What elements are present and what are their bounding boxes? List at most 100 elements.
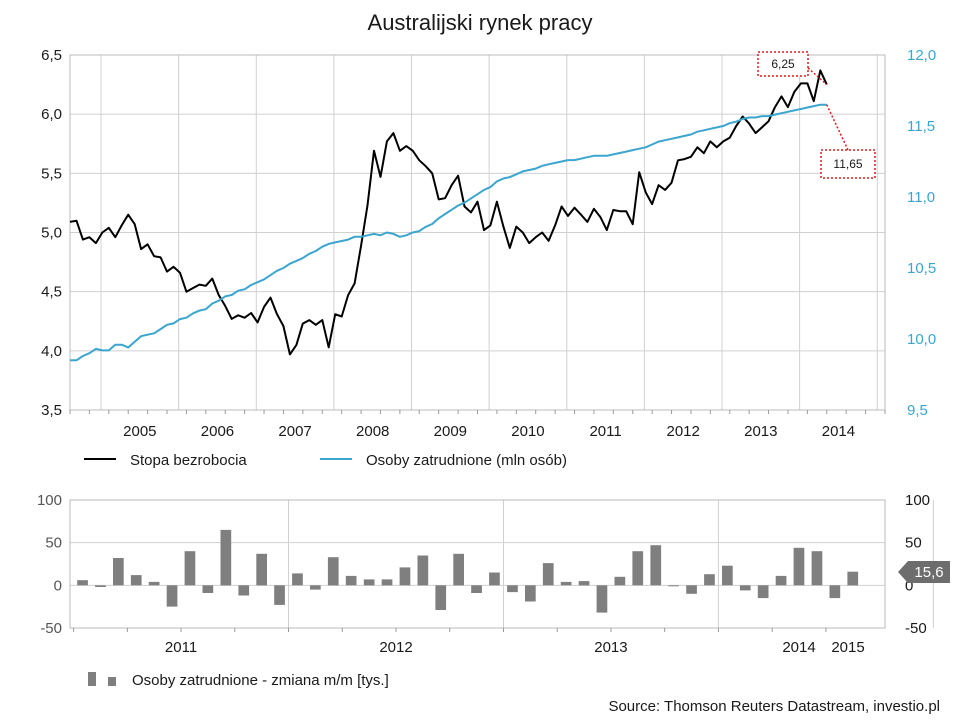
employment-line bbox=[70, 103, 827, 362]
bar bbox=[220, 529, 232, 586]
bar bbox=[596, 585, 608, 613]
top-legend: Stopa bezrobocia Osoby zatrudnione (mln … bbox=[84, 452, 567, 469]
bottom-left-tick-label: 100 bbox=[37, 492, 62, 509]
legend-label-unemployment: Stopa bezrobocia bbox=[130, 452, 247, 469]
left-axis-tick-label: 6,5 bbox=[41, 47, 62, 64]
year-label: 2013 bbox=[744, 423, 777, 440]
bar bbox=[542, 563, 554, 586]
right-axis-tick-label: 10,5 bbox=[907, 260, 936, 277]
left-axis-tick-label: 4,0 bbox=[41, 343, 62, 360]
bottom-left-tick-label: -50 bbox=[40, 620, 62, 637]
top-chart-grid bbox=[69, 54, 886, 414]
bar bbox=[489, 572, 500, 586]
bar bbox=[345, 575, 357, 586]
bar bbox=[327, 557, 339, 586]
bar bbox=[829, 585, 841, 599]
left-axis-tick-label: 4,5 bbox=[41, 284, 62, 301]
year-label: 2009 bbox=[434, 423, 467, 440]
top-right-axis-ticks: 9,5 10,0 10,5 11,0 11,5 12,0 bbox=[907, 47, 936, 419]
callout-leader-employment bbox=[826, 104, 849, 151]
unemployment-line bbox=[69, 69, 828, 356]
bottom-year-axis-labels: 2011 2012 2013 2014 2015 bbox=[165, 639, 865, 656]
bar bbox=[453, 553, 464, 586]
top-callouts: 6,25 11,65 bbox=[757, 51, 876, 179]
year-label: 2007 bbox=[278, 423, 311, 440]
bar bbox=[704, 574, 715, 586]
legend-label-bars: Osoby zatrudnione - zmiana m/m [tys.] bbox=[132, 672, 389, 689]
bar bbox=[166, 585, 178, 607]
top-year-axis-labels: 2005 2006 2007 2008 2009 2010 2011 2012 2013 2014 bbox=[123, 423, 855, 440]
right-axis-tick-label: 12,0 bbox=[907, 47, 936, 64]
left-axis-tick-label: 5,5 bbox=[41, 165, 62, 182]
bar bbox=[292, 573, 303, 586]
right-axis-tick-label: 11,5 bbox=[907, 118, 935, 135]
bottom-left-tick-label: 0 bbox=[54, 577, 62, 594]
bar bbox=[793, 547, 805, 586]
left-axis-tick-label: 5,0 bbox=[41, 225, 62, 242]
bar bbox=[775, 575, 787, 586]
top-series-lines bbox=[69, 69, 828, 362]
top-left-axis-ticks: 3,5 4,0 4,5 5,0 5,5 6,0 6,5 bbox=[41, 47, 62, 419]
right-axis-tick-label: 9,5 bbox=[907, 402, 928, 419]
bar bbox=[202, 585, 214, 593]
year-label: 2008 bbox=[356, 423, 389, 440]
left-axis-tick-label: 6,0 bbox=[41, 106, 62, 123]
callout-label-unemployment: 6,25 bbox=[771, 57, 795, 71]
callout-label-bars: 15,6 bbox=[914, 564, 943, 581]
bar bbox=[310, 585, 321, 590]
bar bbox=[722, 565, 733, 586]
bar bbox=[650, 545, 662, 586]
legend-swatch-bar-2 bbox=[108, 677, 116, 686]
bar bbox=[578, 581, 590, 586]
source-note: Source: Thomson Reuters Datastream, inve… bbox=[608, 698, 940, 715]
bar bbox=[417, 555, 429, 586]
bottom-plot-frame bbox=[69, 499, 886, 629]
bar bbox=[847, 571, 859, 586]
bar bbox=[130, 575, 142, 586]
bottom-right-tick-label: 0 bbox=[905, 577, 913, 594]
bar bbox=[739, 585, 751, 591]
year-label: 2012 bbox=[667, 423, 700, 440]
bar bbox=[435, 585, 447, 610]
bar bbox=[184, 551, 196, 586]
bottom-legend: Osoby zatrudnione - zmiana m/m [tys.] bbox=[88, 672, 389, 689]
bottom-year-label: 2015 bbox=[831, 639, 864, 656]
callout-label-employment: 11,65 bbox=[833, 157, 862, 171]
bar bbox=[256, 553, 267, 586]
year-label: 2014 bbox=[822, 423, 855, 440]
bottom-right-tick-label: 100 bbox=[905, 492, 930, 509]
bottom-right-tick-label: -50 bbox=[905, 620, 927, 637]
bar bbox=[113, 558, 124, 586]
year-label: 2006 bbox=[201, 423, 234, 440]
bottom-year-label: 2012 bbox=[379, 639, 412, 656]
bottom-year-label: 2013 bbox=[594, 639, 627, 656]
chart-title: Australijski rynek pracy bbox=[368, 10, 593, 35]
bottom-bars bbox=[77, 529, 859, 613]
bar bbox=[560, 581, 572, 586]
right-axis-tick-label: 11,0 bbox=[907, 189, 935, 206]
callout-box-unemployment bbox=[757, 51, 809, 77]
bar bbox=[95, 585, 106, 587]
year-label: 2010 bbox=[511, 423, 544, 440]
callout-leader-unemployment bbox=[807, 67, 828, 86]
bar bbox=[507, 585, 518, 593]
bar bbox=[525, 585, 536, 602]
bar bbox=[632, 551, 644, 586]
bar bbox=[238, 585, 250, 596]
left-axis-tick-label: 3,5 bbox=[41, 402, 62, 419]
bar bbox=[668, 585, 679, 587]
year-label: 2005 bbox=[123, 423, 156, 440]
legend-swatch-bar-1 bbox=[88, 672, 96, 686]
bar bbox=[363, 579, 375, 586]
bar bbox=[686, 585, 697, 594]
bar bbox=[757, 585, 769, 599]
bar bbox=[614, 576, 626, 586]
bottom-year-label: 2011 bbox=[165, 639, 197, 656]
bar bbox=[148, 581, 160, 586]
callout-box-employment bbox=[820, 149, 876, 179]
bottom-right-tick-label: 50 bbox=[905, 535, 922, 552]
year-label: 2011 bbox=[589, 423, 621, 440]
bottom-axis-ticks: -50 -50 0 0 50 50 100 100 bbox=[37, 492, 930, 637]
